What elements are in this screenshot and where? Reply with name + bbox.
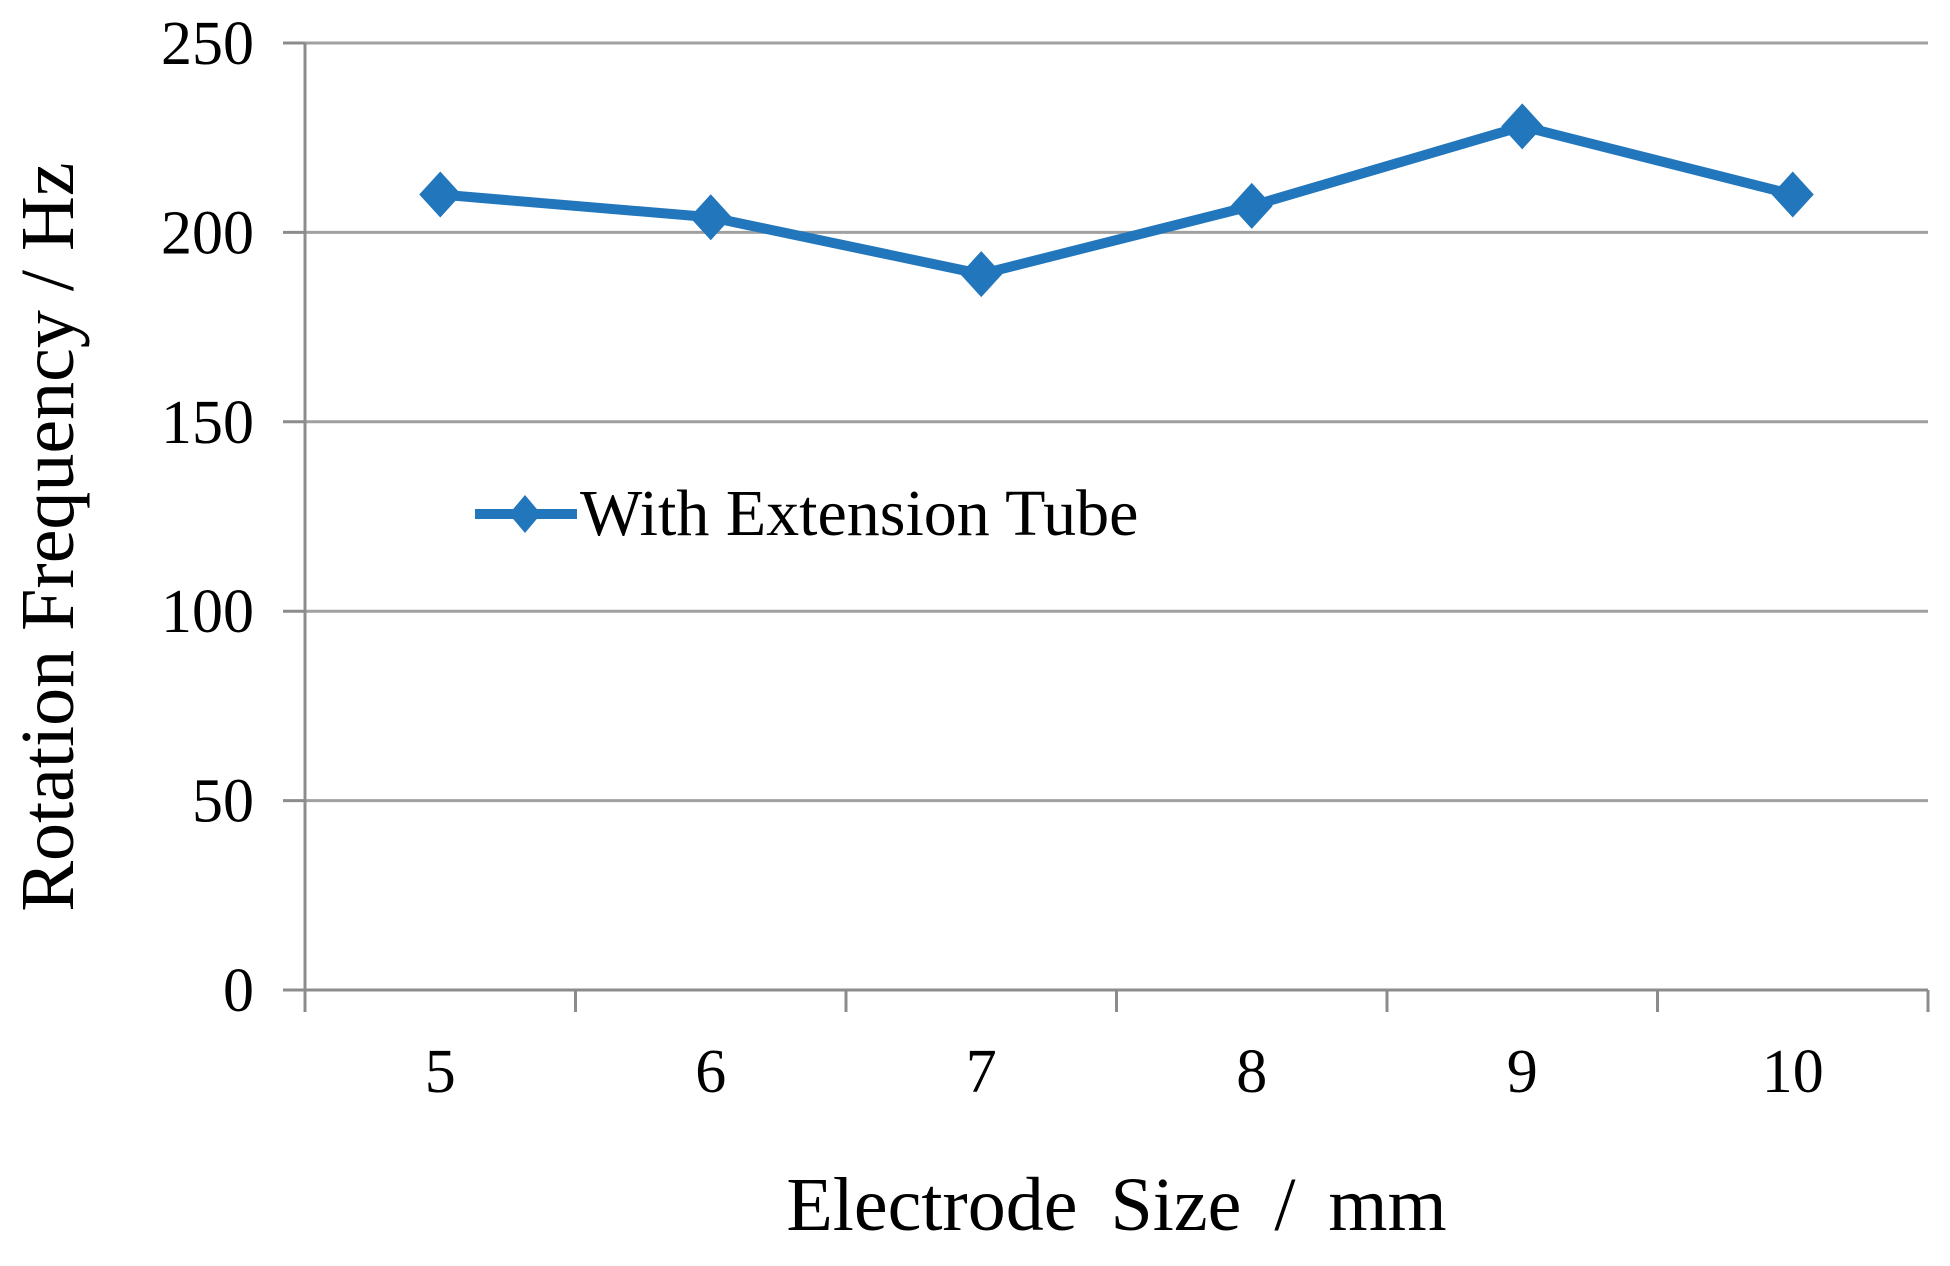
legend-label: With Extension Tube — [580, 477, 1139, 550]
y-tick-label: 50 — [192, 768, 254, 836]
data-point-marker — [1501, 103, 1544, 150]
x-tick-label: 5 — [425, 1038, 456, 1106]
y-tick-label: 200 — [161, 199, 254, 267]
x-axis-title: Electrode Size / mm — [786, 1163, 1447, 1247]
data-point-marker — [419, 171, 462, 218]
x-tick-label: 10 — [1762, 1038, 1824, 1106]
series-line — [439, 121, 1794, 280]
legend: With Extension Tube — [472, 470, 1138, 558]
x-tick-label: 8 — [1236, 1038, 1267, 1106]
data-point-marker — [960, 251, 1003, 298]
data-point-marker — [1230, 182, 1273, 229]
data-point-marker — [689, 194, 732, 241]
data-point-marker — [1771, 171, 1814, 218]
y-tick-label: 150 — [161, 389, 254, 457]
x-tick-label: 7 — [966, 1038, 997, 1106]
x-tick-label: 6 — [695, 1038, 726, 1106]
legend-line-marker-icon — [475, 495, 577, 533]
y-tick-label: 0 — [223, 957, 254, 1025]
x-tick-label: 9 — [1507, 1038, 1538, 1106]
y-axis-title: Rotation Frequency / Hz — [6, 162, 90, 912]
y-tick-label: 250 — [161, 10, 254, 78]
y-tick-label: 100 — [161, 578, 254, 646]
